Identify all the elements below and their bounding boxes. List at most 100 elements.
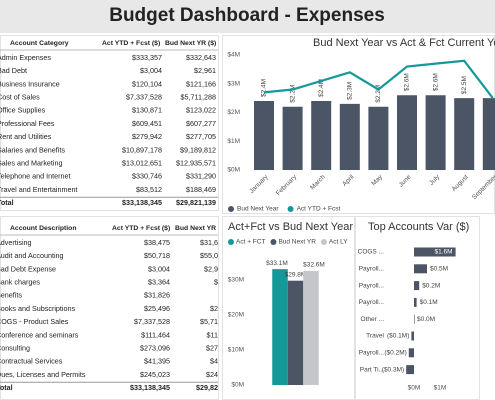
legend-label: Bud Next Year: [237, 206, 279, 213]
data-label: $0.0M: [417, 316, 435, 323]
bar: [282, 106, 303, 170]
bar: [272, 269, 288, 385]
cell-value: $31,826: [144, 291, 170, 300]
cell-value: $188,469: [186, 185, 216, 194]
data-label: $2.3M: [347, 82, 354, 100]
y-tick-label: $20M: [228, 312, 244, 319]
data-label: $2.5M: [461, 76, 468, 94]
y-tick-label: $0M: [231, 382, 244, 389]
bar: [368, 106, 389, 170]
panel: [0, 35, 219, 211]
column-header: Bud Next YR ($): [165, 40, 216, 47]
cell-value: $9,189,812: [180, 145, 216, 154]
label-box: [429, 247, 455, 257]
bar: [411, 331, 414, 341]
cell-value: $11: [207, 330, 218, 339]
bar: [339, 103, 360, 170]
cell-value: $330,746: [132, 172, 162, 181]
y-tick-label: $0M: [227, 167, 240, 174]
cell-value: $130,871: [132, 106, 162, 115]
x-tick-label: June: [398, 173, 413, 188]
cell-label: Advertising: [0, 238, 32, 247]
bar: [454, 98, 475, 170]
cell-value: $: [214, 278, 218, 287]
cell-value: $332,643: [186, 53, 216, 62]
cell-value: $120,104: [132, 79, 162, 88]
cell-label: Rent and Utilities: [0, 132, 52, 141]
x-tick-label: April: [341, 173, 356, 188]
cell-label: Benefits: [0, 291, 22, 300]
legend-marker: [320, 239, 327, 245]
chart: Bud Next Year vs Act & Fct Current Year $…: [227, 37, 495, 213]
table: Account Category Act YTD + Fcst ($) Bud Ne…: [0, 40, 218, 207]
cell-value: $24: [206, 370, 218, 379]
cell-value: $7,337,528: [134, 317, 170, 326]
x-tick-label: February: [275, 173, 299, 197]
cell-label: Books and Subscriptions: [0, 304, 76, 313]
cell-value: $13,012,651: [122, 159, 162, 168]
cell-label: Consulting: [0, 344, 30, 353]
cell-label: Travel and Entertainment: [0, 185, 77, 194]
x-tick-label: March: [309, 173, 327, 191]
data-label: ($0.3M): [382, 366, 404, 373]
column-header: Act YTD + Fcst ($): [102, 40, 160, 47]
cell-label: COGS - Product Sales: [0, 317, 69, 326]
data-label: $33.1M: [266, 260, 288, 267]
cell-label: Audit and Accounting: [0, 251, 64, 260]
bar: [482, 98, 495, 170]
cell-label: Bad Debt Expense: [0, 264, 56, 273]
legend-label: Act LY: [329, 239, 348, 246]
bar: [254, 101, 274, 170]
cell-value: $5,71: [200, 317, 218, 326]
column-header: Account Description: [10, 225, 76, 232]
cell-value: $33,138,345: [130, 383, 170, 392]
cell-label: Bad Debt: [0, 66, 27, 75]
chart: Top Accounts Var ($) $0M $1M COGS ... $1.6M P…: [358, 221, 470, 392]
data-label: $1.6M: [435, 249, 453, 256]
column-header: Act YTD + Fcst ($): [112, 225, 170, 232]
legend-marker: [270, 239, 277, 245]
legend-marker: [228, 239, 234, 245]
bar: [287, 280, 304, 385]
bar: [406, 365, 414, 375]
x-tick-label: $0M: [408, 385, 421, 392]
data-label: $2.4M: [261, 79, 268, 97]
y-tick-label: $30M: [228, 277, 244, 284]
x-tick-label: May: [370, 173, 384, 187]
bar: [311, 101, 332, 170]
cell-value: $123,022: [186, 106, 216, 115]
cell-value: $10,897,178: [122, 145, 162, 154]
cell-value: $41,395: [144, 357, 170, 366]
x-tick-label: July: [428, 173, 442, 187]
cell-value: $25,496: [144, 304, 170, 313]
cell-label: Office Supplies: [0, 106, 46, 115]
cell-value: $7,337,528: [126, 93, 162, 102]
y-tick-label: $2M: [227, 109, 240, 116]
bar: [414, 264, 427, 274]
chart: Act+Fct vs Bud Next Year $0M $10M $20M $30M A…: [228, 221, 354, 389]
title-band: [0, 0, 495, 33]
x-tick-label: January: [248, 173, 270, 195]
cell-value: $31,6: [200, 238, 218, 247]
bar: [414, 314, 415, 324]
cell-value: $273,096: [140, 344, 170, 353]
cell-value: $2: [210, 304, 218, 313]
y-tick-label: $1M: [227, 138, 240, 145]
y-tick-label: $4M: [227, 52, 240, 59]
legend-label: Act YTD + Fcst: [297, 206, 341, 213]
y-tick-label: $3M: [227, 80, 240, 87]
data-label: $2.4M: [318, 79, 325, 97]
data-label: $0.2M: [422, 282, 440, 289]
legend-label: Bud Next YR: [278, 239, 316, 246]
cell-value: $27: [206, 344, 218, 353]
y-tick-label: Payroll...: [359, 299, 384, 306]
data-label: $29.8M: [285, 271, 307, 278]
data-label: ($0.2M): [384, 350, 406, 357]
y-tick-label: Other ...: [361, 316, 385, 323]
data-label: $2.2M: [289, 85, 296, 103]
data-label: $2.6M: [404, 73, 411, 91]
cell-value: $609,451: [132, 119, 162, 128]
bar: [414, 297, 417, 307]
cell-label: Dues, Licenses and Permits: [0, 370, 86, 379]
